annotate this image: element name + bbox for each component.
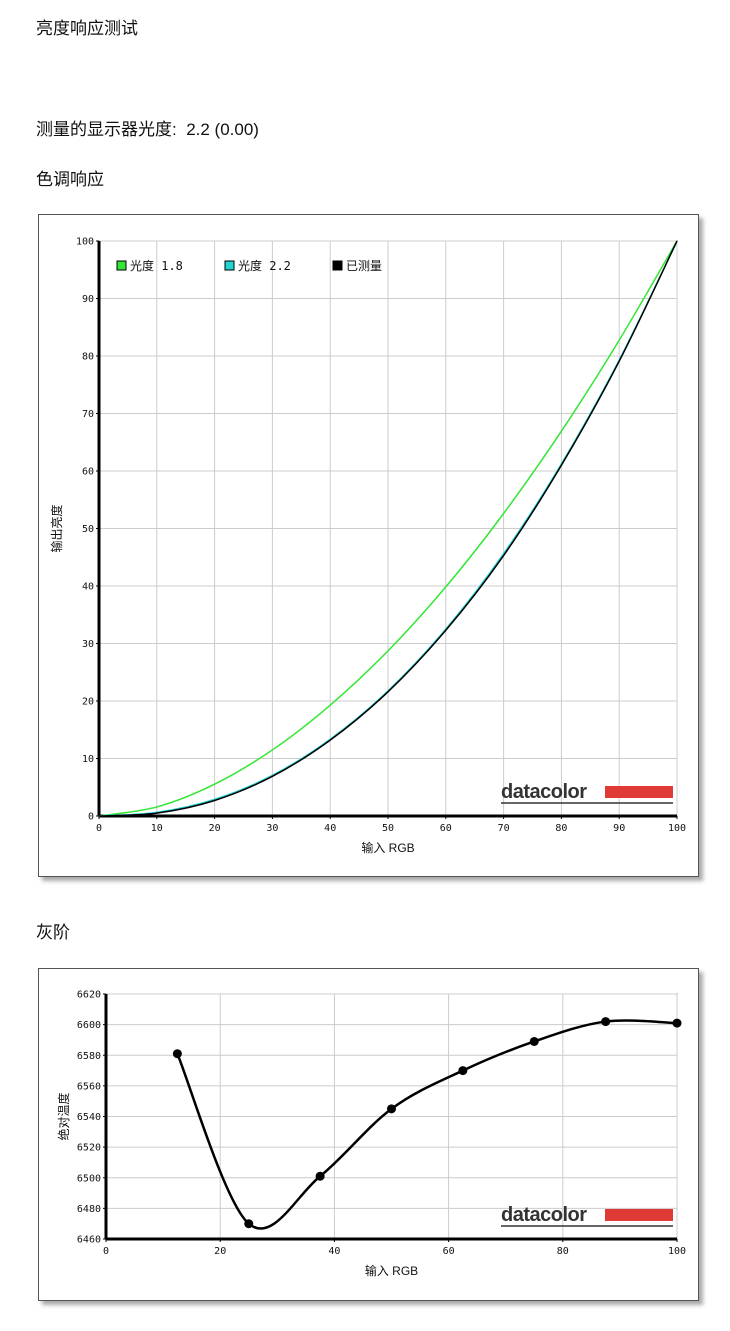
watermark: datacolor xyxy=(501,1204,587,1226)
y-tick-label: 60 xyxy=(82,467,94,478)
watermark: datacolor xyxy=(501,781,587,803)
summary-label: 测量的显示器光度: xyxy=(36,120,177,139)
legend-label: 已测量 xyxy=(346,259,382,273)
x-tick-label: 20 xyxy=(209,823,221,834)
page-title: 亮度响应测试 xyxy=(36,19,138,38)
x-tick-label: 50 xyxy=(382,823,394,834)
y-tick-label: 10 xyxy=(82,754,94,765)
chart-frame: 6460 6480 6500 6520 6540 6560 6580 6600 6620 0 20 4… xyxy=(38,968,699,1301)
section-title: 灰阶 xyxy=(36,923,70,942)
legend-swatch xyxy=(116,260,127,271)
y-tick-label: 50 xyxy=(82,524,94,535)
x-tick-label: 70 xyxy=(498,823,510,834)
data-point xyxy=(529,1036,539,1046)
x-tick-label: 100 xyxy=(668,823,686,834)
legend-swatch xyxy=(332,260,343,271)
y-tick-label: 6480 xyxy=(77,1204,101,1215)
y-axis-label: 绝对温度 xyxy=(56,1092,71,1140)
y-tick-label: 6600 xyxy=(77,1020,101,1031)
x-axis-label: 输入 RGB xyxy=(365,1263,418,1278)
legend-label: 光度 1.8 xyxy=(130,258,183,273)
x-tick-label: 80 xyxy=(555,823,567,834)
data-point xyxy=(315,1171,325,1181)
x-tick-label: 0 xyxy=(103,1246,109,1257)
data-point xyxy=(672,1018,682,1028)
y-tick-label: 40 xyxy=(82,582,94,593)
chart: 0 10 20 30 40 50 60 70 80 90 100 0 10 20 30 40 50 60 70 80 9… xyxy=(49,237,686,856)
y-tick-label: 90 xyxy=(82,294,94,305)
series-line xyxy=(176,1019,678,1230)
chart-frame: 0 10 20 30 40 50 60 70 80 90 100 0 10 20 30 40 50 60 70 80 9… xyxy=(38,214,699,877)
x-tick-label: 60 xyxy=(443,1246,455,1257)
y-axis-label: 输出亮度 xyxy=(49,504,64,552)
y-tick-label: 6520 xyxy=(77,1143,101,1154)
summary-value: 2.2 (0.00) xyxy=(186,120,259,139)
series-line xyxy=(98,240,678,817)
y-tick-label: 80 xyxy=(82,352,94,363)
watermark-bar xyxy=(605,786,673,798)
x-tick-label: 40 xyxy=(328,1246,340,1257)
x-tick-label: 20 xyxy=(214,1246,226,1257)
y-tick-label: 70 xyxy=(82,409,94,420)
series-line xyxy=(98,240,678,817)
y-tick-label: 6460 xyxy=(77,1235,101,1246)
y-tick-label: 6560 xyxy=(77,1081,101,1092)
x-tick-label: 0 xyxy=(96,823,102,834)
y-tick-label: 30 xyxy=(82,639,94,650)
y-tick-label: 20 xyxy=(82,697,94,708)
data-point xyxy=(172,1049,182,1059)
x-tick-label: 30 xyxy=(266,823,278,834)
data-point xyxy=(458,1066,468,1076)
section-title: 色调响应 xyxy=(36,170,104,189)
x-tick-label: 80 xyxy=(557,1246,569,1257)
x-tick-label: 10 xyxy=(151,823,163,834)
y-tick-label: 0 xyxy=(88,812,94,823)
data-point xyxy=(387,1104,396,1114)
data-point xyxy=(244,1219,254,1229)
x-tick-label: 90 xyxy=(613,823,625,834)
chart: 6460 6480 6500 6520 6540 6560 6580 6600 6620 0 20 4… xyxy=(56,990,686,1279)
watermark-bar xyxy=(605,1209,673,1221)
y-tick-label: 6580 xyxy=(77,1051,101,1062)
y-tick-label: 6500 xyxy=(77,1173,101,1184)
x-axis-label: 输入 RGB xyxy=(361,840,414,855)
y-tick-label: 100 xyxy=(76,237,94,248)
x-tick-label: 60 xyxy=(440,823,452,834)
legend-swatch xyxy=(224,260,235,271)
legend-label: 光度 2.2 xyxy=(238,258,291,273)
y-tick-label: 6620 xyxy=(77,990,101,1001)
summary: 测量的显示器光度: 2.2 (0.00) xyxy=(36,115,259,140)
x-tick-label: 100 xyxy=(668,1246,686,1257)
y-tick-label: 6540 xyxy=(77,1112,101,1123)
data-point xyxy=(601,1017,611,1027)
x-tick-label: 40 xyxy=(324,823,336,834)
